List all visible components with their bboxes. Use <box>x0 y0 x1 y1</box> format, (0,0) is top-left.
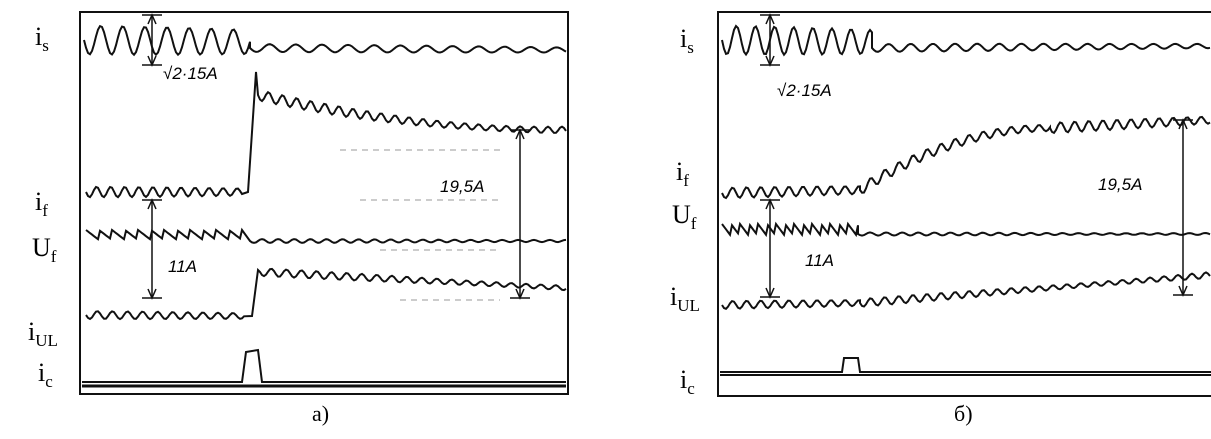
annotation: 19,5A <box>440 177 484 196</box>
label-main: U <box>672 200 691 229</box>
label-sub: f <box>42 201 48 220</box>
label-main: i <box>38 358 45 387</box>
annotation: 19,5A <box>1098 175 1142 194</box>
label-main: U <box>32 233 51 262</box>
trace <box>82 350 566 382</box>
figure: isifUfiULic√2·15A19,5A11Aа)isifUfiULic√2… <box>0 0 1211 439</box>
annotation: √2·15A <box>777 81 832 100</box>
label-sub: f <box>51 247 57 266</box>
trace-label: ic <box>38 358 53 391</box>
annotation: √2·15A <box>163 64 218 83</box>
trace-label: if <box>35 187 48 220</box>
trace-label: iUL <box>28 317 58 350</box>
label-main: i <box>35 187 42 216</box>
trace <box>720 358 1211 372</box>
annotation: 11A <box>168 257 197 276</box>
label-main: i <box>28 317 35 346</box>
label-sub: s <box>42 36 49 55</box>
trace <box>86 72 566 197</box>
label-sub: c <box>687 379 695 398</box>
trace-label: is <box>680 24 694 57</box>
trace-label: Uf <box>672 200 697 233</box>
label-sub: c <box>45 372 53 391</box>
label-sub: f <box>691 214 697 233</box>
trace <box>84 26 566 55</box>
trace-label: ic <box>680 365 695 398</box>
label-main: i <box>676 157 683 186</box>
trace-label: if <box>676 157 689 190</box>
trace <box>722 272 1210 308</box>
trace <box>86 269 566 319</box>
label-main: i <box>680 365 687 394</box>
annotation: 11A <box>805 251 834 270</box>
label-sub: f <box>683 171 689 190</box>
label-main: i <box>670 282 677 311</box>
label-main: i <box>35 22 42 51</box>
label-sub: UL <box>35 331 58 350</box>
trace <box>722 26 1210 55</box>
trace-label: is <box>35 22 49 55</box>
caption: а) <box>312 401 329 426</box>
trace <box>722 224 1210 236</box>
trace-label: iUL <box>670 282 700 315</box>
frame <box>718 12 1211 396</box>
label-sub: UL <box>677 296 700 315</box>
label-sub: s <box>687 38 694 57</box>
caption: б) <box>954 401 973 426</box>
trace-label: Uf <box>32 233 57 266</box>
trace <box>86 230 566 243</box>
label-main: i <box>680 24 687 53</box>
